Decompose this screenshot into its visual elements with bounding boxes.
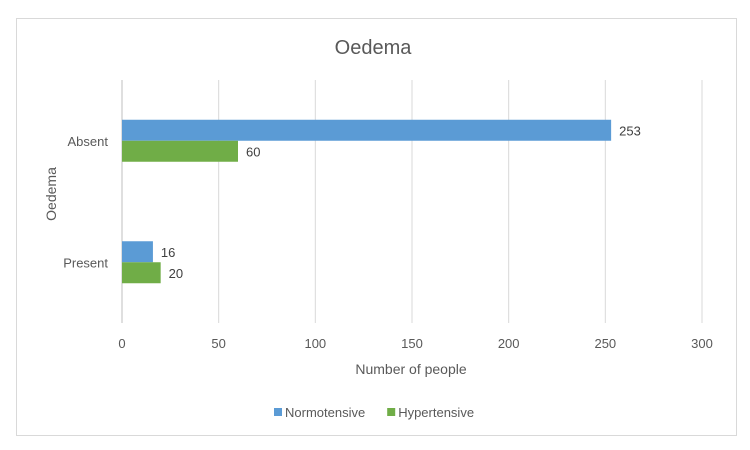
- legend-swatch: [274, 408, 282, 416]
- data-label: 253: [619, 123, 641, 138]
- legend-swatch: [387, 408, 396, 416]
- x-tick-label: 300: [691, 336, 713, 351]
- bar-hypertensive-present: [122, 262, 161, 284]
- legend-label: Hypertensive: [398, 405, 474, 420]
- x-tick-label: 150: [401, 336, 423, 351]
- y-tick-label: Present: [63, 255, 108, 270]
- chart-frame: [16, 18, 737, 436]
- x-tick-label: 250: [594, 336, 616, 351]
- bar-normotensive-absent: [122, 119, 612, 141]
- x-tick-label: 0: [118, 336, 125, 351]
- gridlines: [121, 80, 703, 323]
- bar-normotensive-present: [122, 241, 153, 263]
- data-labels: 253 60 16 20: [161, 123, 641, 281]
- legend: Normotensive Hypertensive: [274, 405, 474, 420]
- x-tick-label: 50: [211, 336, 225, 351]
- data-label: 16: [161, 245, 175, 260]
- x-tick-label: 200: [498, 336, 520, 351]
- x-tick-label: 100: [304, 336, 326, 351]
- x-axis-ticks: 0 50 100 150 200 250 300: [118, 336, 712, 351]
- y-tick-label: Absent: [68, 134, 109, 149]
- chart-title: Oedema: [335, 37, 413, 59]
- legend-label: Normotensive: [285, 405, 365, 420]
- data-label: 20: [169, 266, 183, 281]
- data-label: 60: [246, 144, 260, 159]
- bars: [122, 119, 612, 284]
- bar-hypertensive-absent: [122, 140, 238, 162]
- y-axis-title: Oedema: [43, 167, 59, 221]
- y-axis-ticks: Absent Present: [63, 134, 108, 271]
- x-axis-title: Number of people: [355, 361, 467, 377]
